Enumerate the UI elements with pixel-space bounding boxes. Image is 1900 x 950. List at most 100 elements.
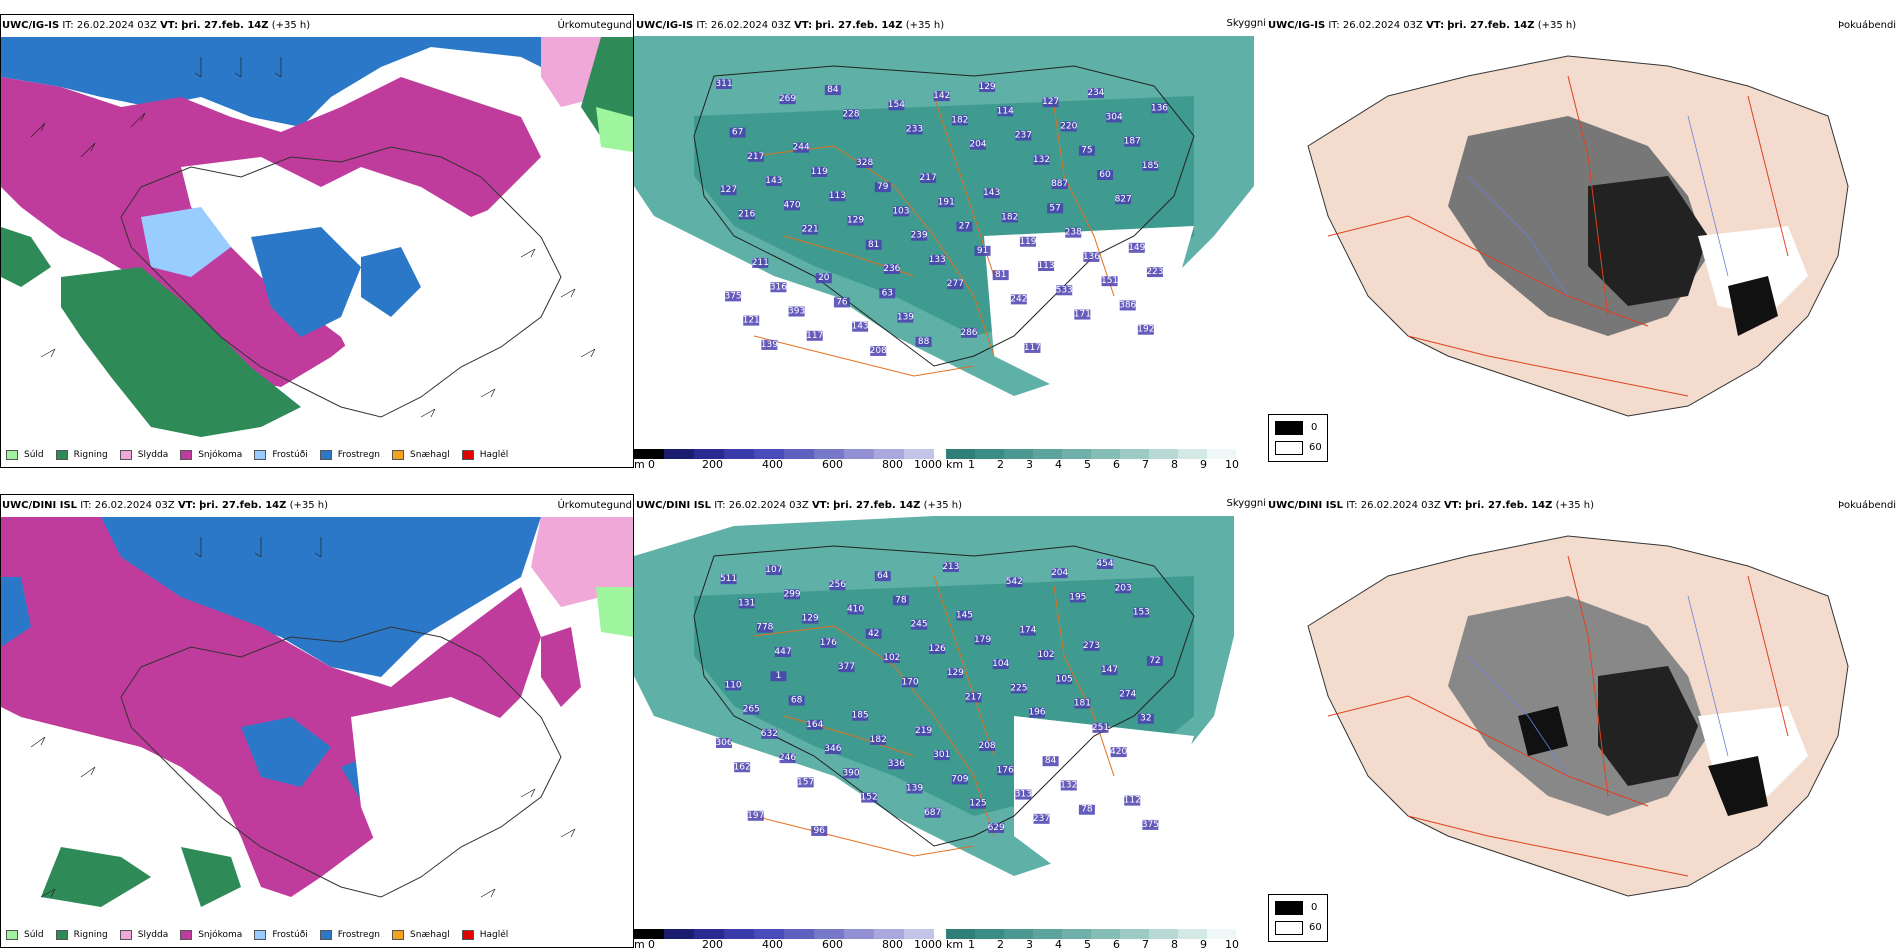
visibility-value: 102	[883, 653, 900, 663]
visibility-value: 211	[752, 258, 769, 268]
visibility-blob	[774, 646, 791, 657]
visibility-value: 542	[1006, 577, 1023, 587]
visibility-value: 236	[883, 264, 900, 274]
visibility-value: 233	[906, 125, 923, 135]
visibility-value: 213	[942, 562, 959, 572]
precip-legend: Súld Rigning Slydda Snjókoma Frostúði Fr…	[6, 930, 520, 940]
visibility-value: 176	[820, 638, 837, 648]
visibility-value: 27	[959, 222, 970, 232]
fog-legend-light-swatch	[1275, 441, 1303, 455]
visibility-value: 170	[901, 677, 918, 687]
visibility-blob	[861, 792, 878, 803]
visibility-blob	[983, 188, 1000, 199]
visibility-value: 153	[1133, 608, 1150, 618]
visibility-value: 110	[724, 680, 741, 690]
visibility-value: 143	[983, 188, 1000, 198]
visibility-value: 316	[770, 282, 787, 292]
visibility-value: 336	[888, 759, 905, 769]
visibility-value: 632	[761, 729, 778, 739]
visibility-blob	[1074, 698, 1091, 709]
colorbar-tick: 200	[702, 458, 723, 470]
visibility-blob	[1101, 665, 1118, 676]
visibility-blob	[970, 798, 987, 809]
visibility-blob	[1137, 713, 1154, 724]
visibility-blob	[1060, 780, 1077, 791]
visibility-blob	[924, 807, 941, 818]
visibility-blob	[933, 750, 950, 761]
fog-legend-dark-swatch	[1275, 901, 1303, 915]
visibility-blob	[1015, 130, 1032, 141]
visibility-blob	[1056, 285, 1073, 296]
legend-item: Haglél	[461, 450, 508, 460]
visibility-blob	[870, 345, 887, 356]
legend-item: Rigning	[55, 930, 108, 940]
precip-type-map	[1, 517, 633, 917]
visibility-blob	[874, 571, 891, 582]
visibility-blob	[1074, 309, 1091, 320]
visibility-value: 274	[1119, 689, 1136, 699]
colorbar-unit: m	[634, 458, 645, 470]
visibility-blob	[951, 774, 968, 785]
panel-title: Þokuábendi	[1838, 20, 1897, 31]
visibility-value: 64	[877, 571, 889, 581]
colorbar-tick: 1	[968, 938, 975, 950]
visibility-value: 217	[920, 173, 937, 183]
visibility-blob	[915, 336, 932, 347]
colorbar-tick: 800	[882, 938, 903, 950]
visibility-blob	[765, 176, 782, 187]
visibility-blob	[856, 157, 873, 168]
visibility-blob	[947, 668, 964, 679]
visibility-blob	[720, 185, 737, 196]
visibility-blob	[779, 753, 796, 764]
colorbar-tick: 8	[1171, 938, 1178, 950]
visibility-value: 114	[997, 106, 1014, 116]
panel-title: Skyggni	[1226, 18, 1266, 29]
precip-type-map	[1, 37, 633, 437]
visibility-blob	[852, 321, 869, 332]
visibility-blob	[1092, 722, 1109, 733]
colorbar-tick: 1	[968, 458, 975, 470]
panel-header: UWC/IG-IS IT: 26.02.2024 03Z VT: þri. 27…	[1268, 20, 1577, 31]
legend-item: Frostregn	[319, 450, 380, 460]
visibility-value: 127	[720, 185, 737, 195]
visibility-value: 102	[1037, 650, 1054, 660]
fog-legend-light-label: 60	[1309, 922, 1322, 933]
visibility-value: 129	[978, 82, 995, 92]
visibility-blob	[806, 330, 823, 341]
visibility-value: 117	[806, 331, 823, 341]
visibility-value: 203	[1115, 583, 1132, 593]
visibility-value: 393	[788, 307, 805, 317]
colorbar-tick: 600	[822, 938, 843, 950]
fog-panel-top: UWC/IG-IS IT: 26.02.2024 03Z VT: þri. 27…	[1268, 10, 1900, 470]
visibility-blob	[838, 662, 855, 673]
visibility-value: 142	[933, 91, 950, 101]
visibility-blob	[716, 79, 732, 89]
visibility-value: 827	[1115, 194, 1132, 204]
visibility-value: 152	[861, 793, 878, 803]
visibility-value: 237	[1015, 131, 1032, 141]
panel-header: UWC/DINI ISL IT: 26.02.2024 03Z VT: þri.…	[636, 500, 963, 511]
visibility-value: 113	[1037, 261, 1054, 271]
visibility-blob	[956, 610, 973, 621]
visibility-value: 220	[1060, 121, 1077, 131]
visibility-blob	[1083, 251, 1100, 262]
visibility-value: 139	[897, 313, 914, 323]
visibility-value: 76	[836, 297, 848, 307]
colorbar-visibility-ramp	[946, 929, 1236, 939]
visibility-value: 208	[870, 346, 887, 356]
visibility-blob	[897, 312, 914, 323]
visibility-value: 81	[868, 240, 879, 250]
visibility-blob	[747, 151, 764, 162]
fog-legend: 0 60	[1268, 894, 1328, 942]
visibility-blob	[915, 725, 932, 736]
visibility-markers: 4472134203775421621701951572171531521967…	[715, 559, 1163, 836]
colorbar-tick: 2	[997, 458, 1004, 470]
visibility-value: 129	[802, 614, 819, 624]
visibility-blob	[811, 825, 828, 836]
fog-panel-bottom: UWC/DINI ISL IT: 26.02.2024 03Z VT: þri.…	[1268, 490, 1900, 950]
visibility-blob	[1010, 294, 1027, 305]
colorbar-elevation-ramp	[634, 929, 934, 939]
visibility-value: 139	[906, 783, 923, 793]
visibility-blob	[788, 695, 805, 706]
panel-title: Úrkomutegund	[557, 500, 632, 511]
